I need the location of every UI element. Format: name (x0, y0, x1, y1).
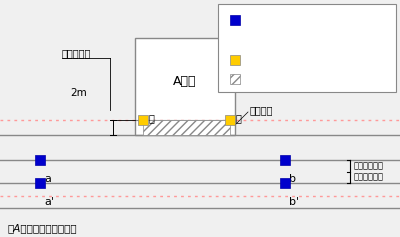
Text: 建築後退線: 建築後退線 (62, 48, 91, 58)
Bar (143, 120, 230, 135)
Text: 道路境界杭: 道路境界杭 (250, 15, 279, 25)
Text: a': a' (44, 197, 54, 207)
Bar (225, 115, 235, 125)
Text: 後退敷地: 後退敷地 (250, 105, 274, 115)
Bar (138, 115, 148, 125)
Text: イ: イ (149, 113, 155, 123)
Text: 道路中心線: 道路中心線 (250, 35, 279, 45)
Bar (35, 178, 45, 188)
Text: ロ: ロ (236, 113, 242, 123)
Bar (230, 55, 240, 65)
Text: ４ｍ未満の道: ４ｍ未満の道 (354, 173, 384, 182)
Text: １．８ｍ以上: １．８ｍ以上 (354, 161, 384, 170)
Bar (230, 15, 240, 25)
Text: 《A敷地の杭の設置例》: 《A敷地の杭の設置例》 (8, 223, 78, 233)
Text: 門，塀等撤去部分: 門，塀等撤去部分 (250, 74, 297, 84)
Text: b: b (289, 174, 296, 184)
Text: b': b' (289, 197, 299, 207)
Bar (135, 38, 235, 135)
Text: 後退杭: 後退杭 (250, 55, 268, 65)
Text: A敷地: A敷地 (173, 75, 197, 88)
Bar (280, 178, 290, 188)
Bar (35, 155, 45, 165)
Text: a: a (44, 174, 51, 184)
Bar (280, 155, 290, 165)
Bar (218, 4, 396, 92)
Text: 2m: 2m (70, 88, 87, 98)
Bar (230, 74, 240, 84)
